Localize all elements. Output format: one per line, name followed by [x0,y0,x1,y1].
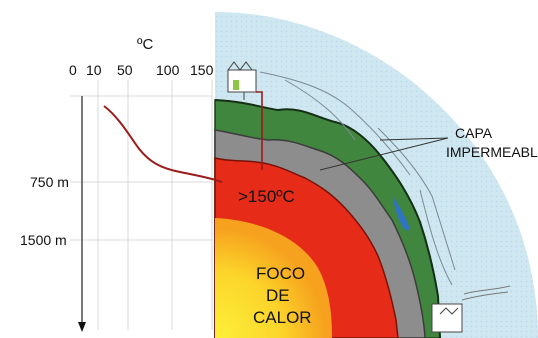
water-pocket [393,196,410,231]
temperature-tick-50: 50 [117,62,133,78]
caprock-pointer [379,137,449,141]
caprock-label-line2: IMPERMEABLE [446,144,538,160]
heat-source-label-line3: CALOR [253,308,312,327]
temperature-tick-150: 150 [190,62,214,78]
depth-axis-arrow [78,322,86,332]
temperature-tick-100: 100 [156,62,180,78]
temperature-tick-0: 0 [69,62,77,78]
heat-source [215,218,332,338]
surface-plant-icon [431,285,511,333]
temperature-grid [70,80,213,330]
depth-label-1500: 1500 m [20,232,67,248]
temperature-tick-10: 10 [86,62,102,78]
depth-label-750: 750 m [30,174,69,190]
hot-zone-label: >150ºC [238,187,295,206]
heat-source-label-line1: FOCO [256,264,306,283]
temperature-unit-label: ºC [137,36,154,53]
geothermal-plant-icon [227,61,263,170]
temperature-profile-curve [103,105,223,183]
caprock-label-line1: CAPA [455,125,493,141]
heat-source-label-line2: DE [266,286,290,305]
